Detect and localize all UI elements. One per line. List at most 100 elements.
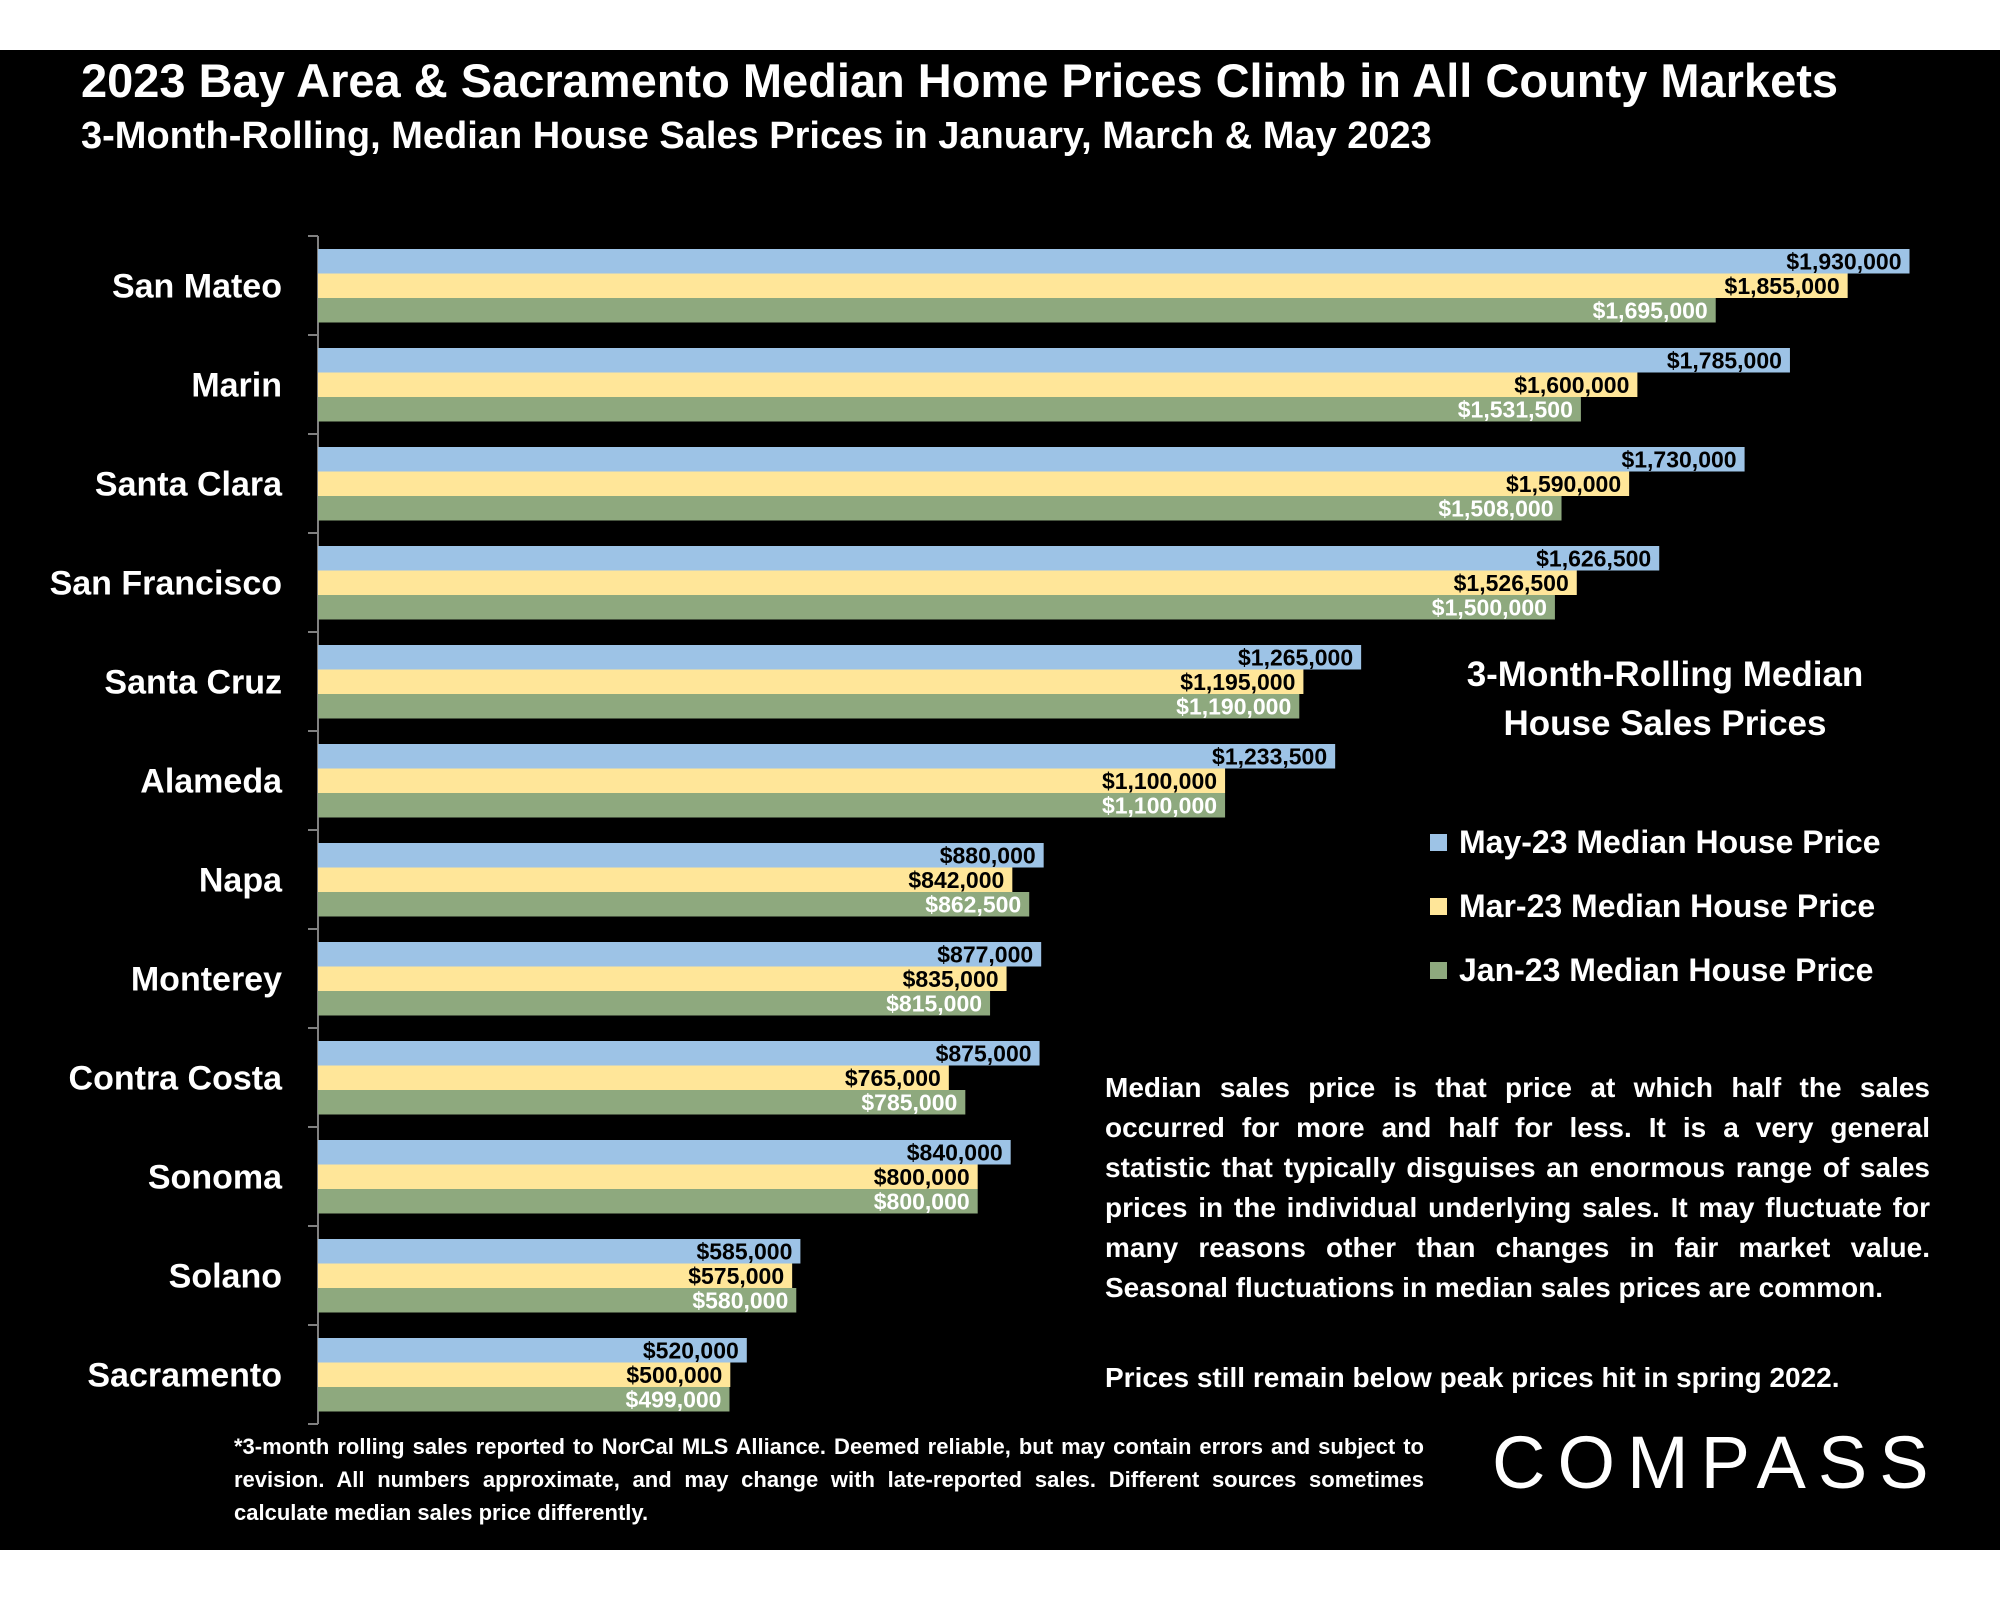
data-label: $1,500,000 [1432, 594, 1547, 620]
data-label: $842,000 [908, 867, 1004, 893]
bar-jan [318, 991, 991, 1016]
legend-swatch-mar [1430, 897, 1447, 915]
data-label: $880,000 [940, 842, 1036, 868]
compass-logo: COMPASS [1492, 1421, 1941, 1504]
legend-label-may: May-23 Median House Price [1459, 823, 1881, 860]
bar-mar [318, 966, 1007, 991]
category-label: Contra Costa [69, 1060, 284, 1098]
bar-jan [318, 595, 1555, 620]
data-label: $862,500 [925, 891, 1021, 917]
bar-mar [318, 372, 1638, 397]
bar-may [318, 1140, 1011, 1165]
data-label: $1,233,500 [1212, 743, 1327, 769]
bar-may [318, 348, 1790, 373]
category-label: Sacramento [87, 1357, 282, 1395]
category-label: Solano [169, 1258, 282, 1296]
bar-may [318, 249, 1910, 274]
bar-jan [318, 1288, 797, 1313]
data-label: $800,000 [874, 1164, 970, 1190]
bar-may [318, 744, 1336, 769]
bar-mar [318, 1065, 949, 1090]
category-label: Santa Clara [95, 466, 283, 504]
bar-jan [318, 397, 1581, 422]
bar-may [318, 1239, 801, 1264]
bar-mar [318, 570, 1577, 595]
data-label: $1,100,000 [1102, 768, 1217, 794]
bar-jan [318, 1090, 966, 1115]
data-label: $1,930,000 [1786, 248, 1901, 274]
category-label: Napa [199, 862, 283, 900]
bar-mar [318, 273, 1848, 298]
data-label: $1,265,000 [1238, 644, 1353, 670]
legend-swatch-jan [1430, 961, 1447, 979]
data-label: $840,000 [907, 1139, 1003, 1165]
category-label: San Mateo [112, 268, 282, 306]
data-label: $1,785,000 [1667, 347, 1782, 373]
legend-swatch-may [1430, 833, 1447, 851]
bar-jan [318, 496, 1562, 521]
bar-may [318, 1338, 747, 1363]
data-label: $1,600,000 [1514, 372, 1629, 398]
category-label: Sonoma [148, 1159, 283, 1197]
data-label: $1,855,000 [1725, 273, 1840, 299]
data-label: $499,000 [626, 1386, 722, 1412]
footnote: *3-month rolling sales reported to NorCa… [234, 1434, 1424, 1525]
data-label: $1,526,500 [1454, 570, 1569, 596]
category-label: San Francisco [50, 565, 282, 603]
data-label: $1,195,000 [1180, 669, 1295, 695]
legend-title: 3-Month-Rolling Median House Sales Prices [1430, 650, 1900, 748]
legend-label-mar: Mar-23 Median House Price [1459, 887, 1876, 924]
data-label: $500,000 [626, 1362, 722, 1388]
legend-item-may: May-23 Median House Price [1430, 822, 1880, 862]
bar-mar [318, 669, 1304, 694]
data-label: $877,000 [937, 941, 1033, 967]
category-label: Marin [191, 367, 282, 405]
data-label: $785,000 [861, 1089, 957, 1115]
bar-may [318, 1041, 1040, 1066]
data-label: $1,695,000 [1593, 297, 1708, 323]
explanatory-note: Median sales price is that price at whic… [1105, 1072, 1930, 1303]
bar-may [318, 843, 1044, 868]
bar-mar [318, 1164, 978, 1189]
category-label: Monterey [131, 961, 282, 999]
bar-jan [318, 298, 1716, 323]
data-label: $765,000 [845, 1065, 941, 1091]
data-label: $1,730,000 [1621, 446, 1736, 472]
data-label: $800,000 [874, 1188, 970, 1214]
bar-may [318, 546, 1660, 571]
data-label: $1,626,500 [1536, 545, 1651, 571]
legend-title-line-2: House Sales Prices [1503, 704, 1827, 743]
data-label: $1,190,000 [1176, 693, 1291, 719]
category-label: Santa Cruz [104, 664, 282, 702]
data-label: $875,000 [936, 1040, 1032, 1066]
chart-subtitle: 3-Month-Rolling, Median House Sales Pric… [81, 115, 1432, 157]
data-label: $1,508,000 [1438, 495, 1553, 521]
data-label: $835,000 [903, 966, 999, 992]
data-label: $815,000 [886, 990, 982, 1016]
bar-jan [318, 1189, 978, 1214]
bar-jan [318, 892, 1030, 917]
bar-may [318, 942, 1042, 967]
data-label: $1,531,500 [1458, 396, 1573, 422]
legend-item-jan: Jan-23 Median House Price [1430, 950, 1873, 990]
bar-jan [318, 1387, 730, 1412]
data-label: $520,000 [643, 1337, 739, 1363]
legend-label-jan: Jan-23 Median House Price [1459, 951, 1874, 988]
bar-mar [318, 867, 1013, 892]
legend-item-mar: Mar-23 Median House Price [1430, 886, 1875, 926]
bar-jan [318, 694, 1300, 719]
category-label: Alameda [140, 763, 283, 801]
bar-mar [318, 1362, 731, 1387]
bar-jan [318, 793, 1226, 818]
bar-mar [318, 1263, 793, 1288]
bar-may [318, 447, 1745, 472]
legend-title-line-1: 3-Month-Rolling Median [1466, 655, 1864, 694]
bar-mar [318, 768, 1226, 793]
chart-title: 2023 Bay Area & Sacramento Median Home P… [81, 54, 1838, 107]
bar-mar [318, 471, 1630, 496]
bar-may [318, 645, 1362, 670]
data-label: $585,000 [696, 1238, 792, 1264]
data-label: $1,590,000 [1506, 471, 1621, 497]
data-label: $580,000 [692, 1287, 788, 1313]
